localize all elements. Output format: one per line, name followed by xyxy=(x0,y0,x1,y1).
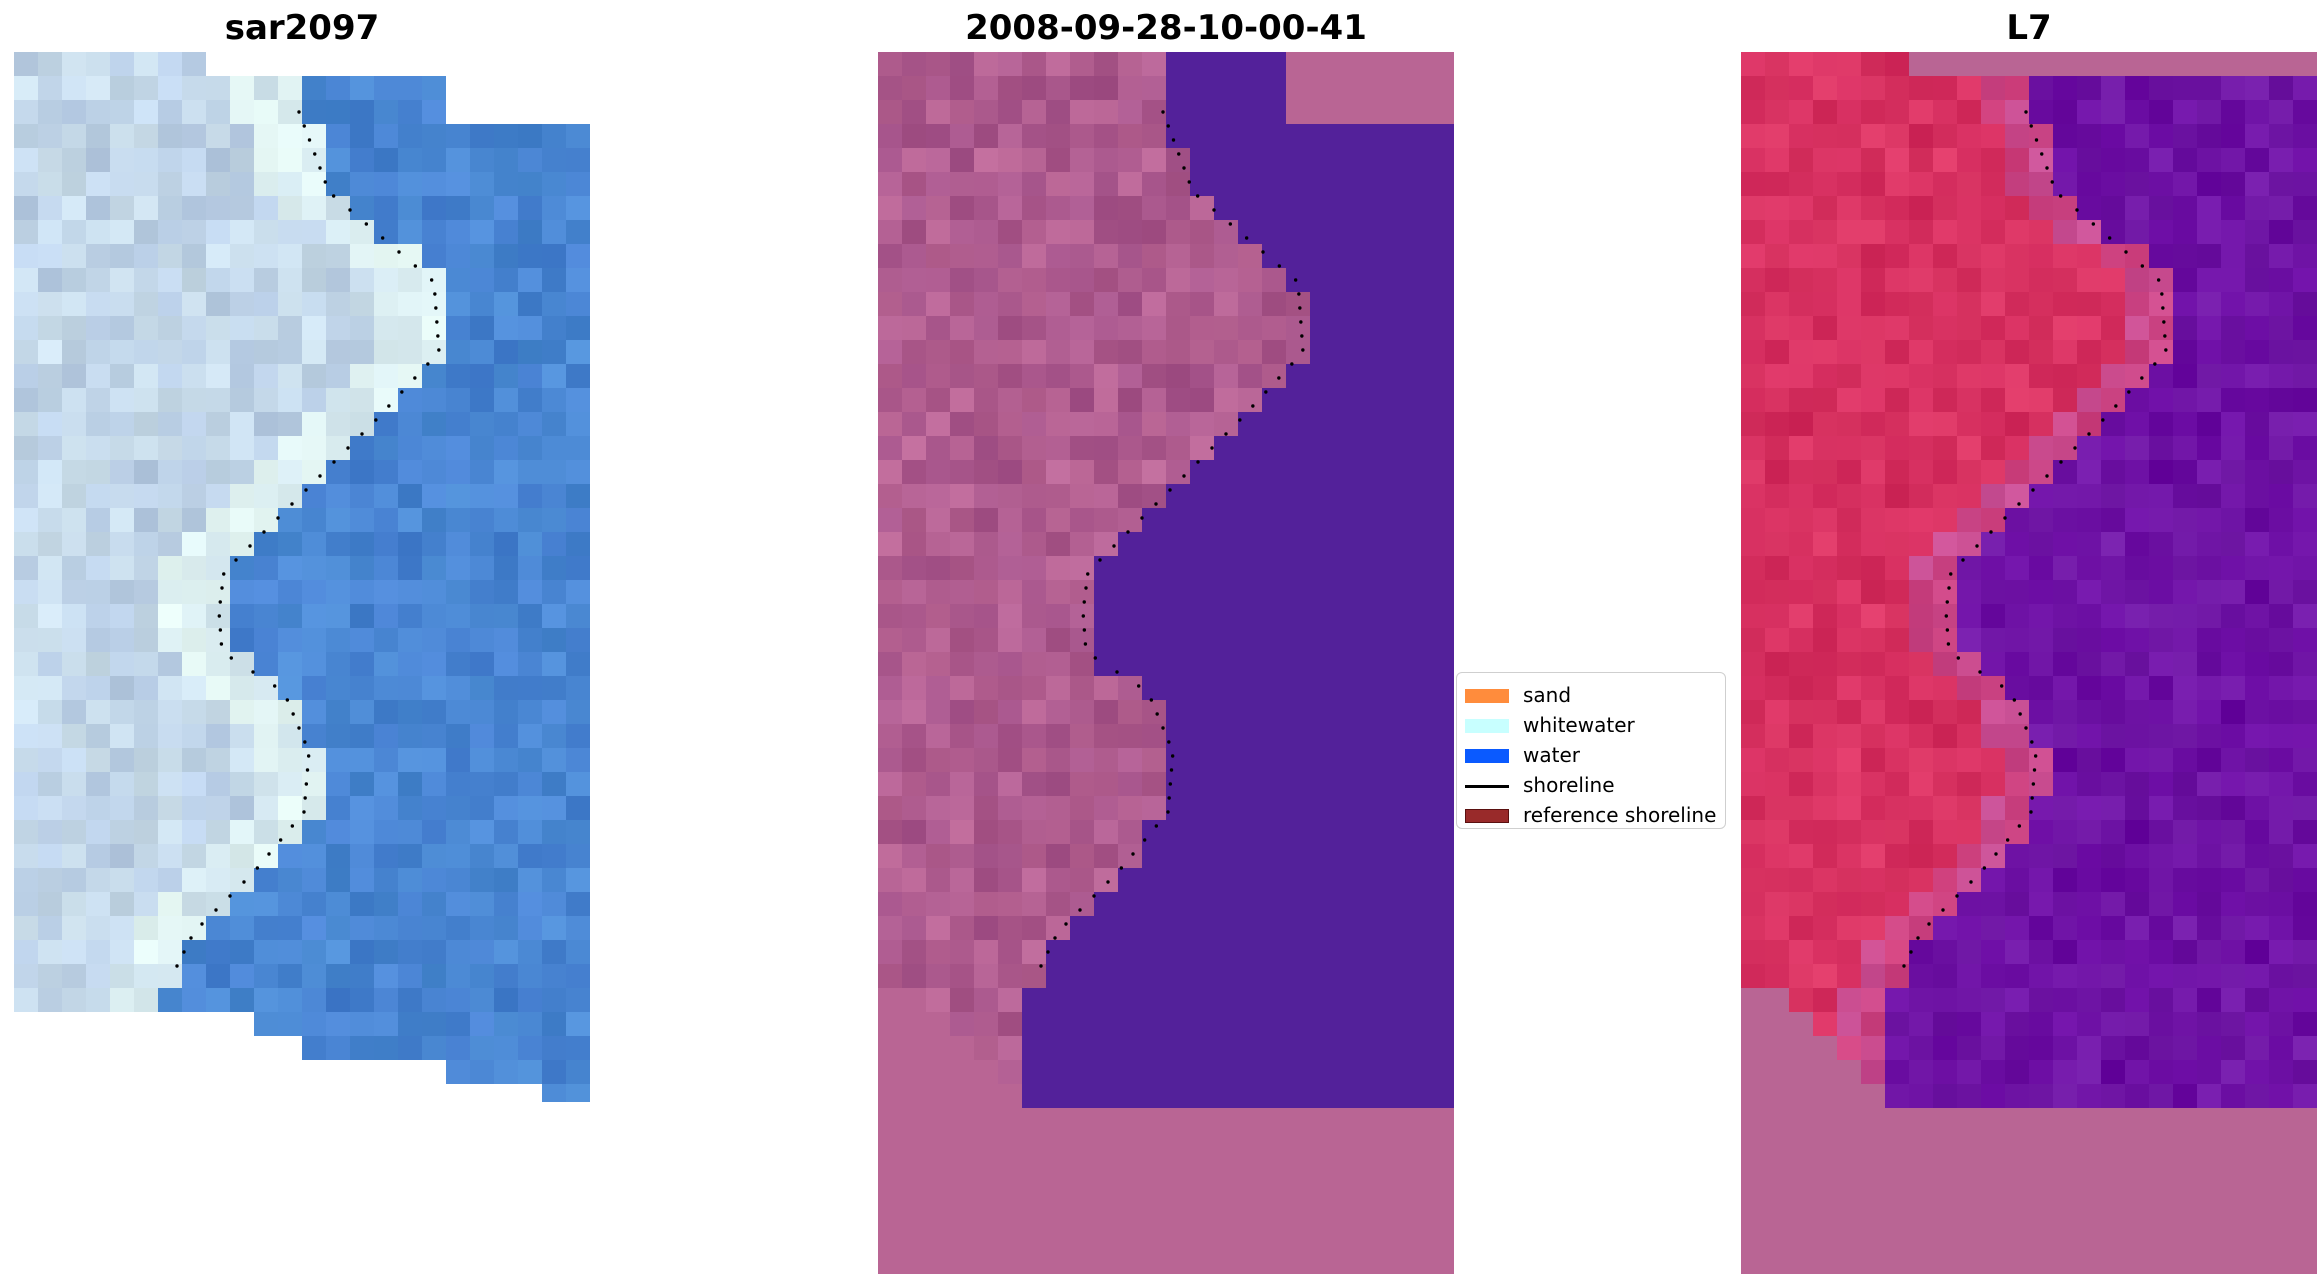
legend-label: water xyxy=(1523,743,1580,767)
legend-item-reference-shoreline: reference shoreline xyxy=(1457,801,1725,831)
legend-swatch-sand xyxy=(1465,689,1509,703)
panel-title-l7: L7 xyxy=(2006,8,2052,48)
legend-swatch-reference-shoreline xyxy=(1465,809,1509,823)
legend: sand whitewater water shoreline referenc… xyxy=(1456,672,1726,829)
legend-item-whitewater: whitewater xyxy=(1457,711,1725,741)
legend-label: shoreline xyxy=(1523,773,1615,797)
legend-line-shoreline xyxy=(1465,785,1509,788)
classification-image xyxy=(878,52,1454,1274)
panel-title-sar2097: sar2097 xyxy=(224,8,380,48)
shoreline-dots xyxy=(175,110,441,968)
shoreline-dots xyxy=(1039,110,1305,968)
legend-label: sand xyxy=(1523,683,1572,707)
legend-swatch-whitewater xyxy=(1465,719,1509,733)
index-image xyxy=(1741,52,2317,1274)
legend-item-water: water xyxy=(1457,741,1725,771)
legend-label: whitewater xyxy=(1523,713,1635,737)
panel-title-date: 2008-09-28-10-00-41 xyxy=(965,8,1367,48)
legend-item-shoreline: shoreline xyxy=(1457,771,1725,801)
shoreline-dots xyxy=(1902,110,2168,968)
legend-item-sand: sand xyxy=(1457,681,1725,711)
satellite-rgb-image xyxy=(14,52,590,1102)
legend-swatch-water xyxy=(1465,749,1509,763)
legend-label: reference shoreline xyxy=(1523,803,1717,827)
